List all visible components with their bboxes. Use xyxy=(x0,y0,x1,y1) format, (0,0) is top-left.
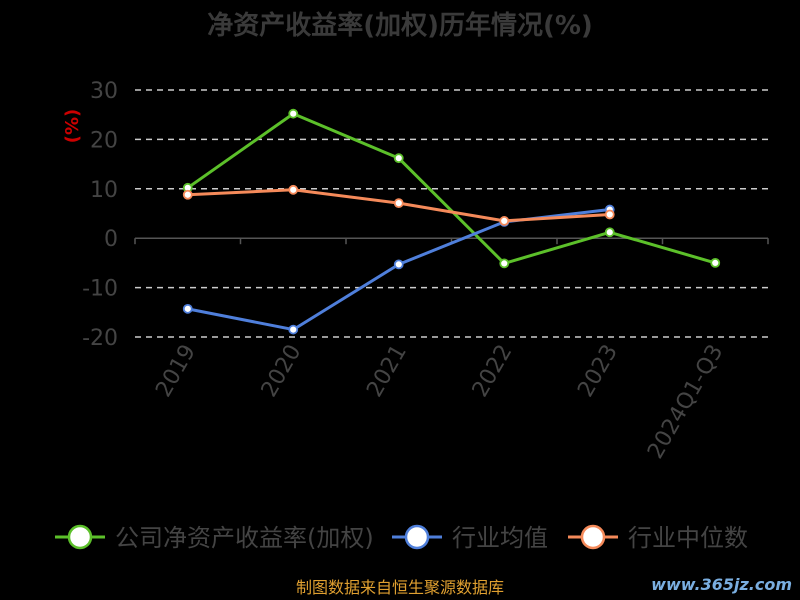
y-tick-label: 0 xyxy=(104,227,118,252)
watermark: www.365jz.com xyxy=(651,575,792,594)
y-tick-label: -20 xyxy=(82,326,118,351)
data-point xyxy=(288,184,299,195)
x-tick-label: 2019 xyxy=(151,341,201,402)
legend-label: 行业中位数 xyxy=(628,524,748,552)
series-3 xyxy=(182,184,615,226)
x-axis xyxy=(134,237,769,245)
legend-item: 行业中位数 xyxy=(568,524,748,552)
legend-item: 公司净资产收益率(加权) xyxy=(55,524,374,552)
series-lines xyxy=(182,108,721,335)
legend-label: 公司净资产收益率(加权) xyxy=(115,524,374,552)
data-point xyxy=(182,189,193,200)
data-point xyxy=(393,153,404,164)
chart-title: 净资产收益率(加权)历年情况(%) xyxy=(207,10,593,41)
data-point xyxy=(182,303,193,314)
data-point xyxy=(288,324,299,335)
data-point xyxy=(604,209,615,220)
series-line xyxy=(187,208,610,332)
legend: 公司净资产收益率(加权) 行业均值 行业中位数 xyxy=(55,524,748,552)
x-tick-label: 2022 xyxy=(468,341,518,402)
data-point xyxy=(499,258,510,269)
x-tick-labels: 2019 2020 2021 2022 2023 2024Q1-Q3 xyxy=(151,341,728,464)
x-tick-label: 2023 xyxy=(573,341,623,402)
series-2 xyxy=(182,204,615,335)
y-tick-label: 30 xyxy=(90,79,118,104)
data-point xyxy=(499,216,510,226)
x-tick-label: 2024Q1-Q3 xyxy=(643,341,728,464)
y-tick-label: -10 xyxy=(82,277,118,302)
y-tick-label: 10 xyxy=(90,178,118,203)
x-tick-label: 2021 xyxy=(362,341,412,402)
data-point xyxy=(393,198,404,209)
data-point xyxy=(288,108,299,119)
y-tick-labels: 30 20 10 0 -10 -20 xyxy=(82,79,118,351)
legend-item: 行业均值 xyxy=(392,524,548,552)
y-axis-label: (%) xyxy=(62,109,83,144)
legend-marker xyxy=(580,524,606,550)
legend-label: 行业均值 xyxy=(452,524,548,552)
data-point xyxy=(604,227,615,238)
legend-marker xyxy=(404,524,430,550)
data-point xyxy=(393,259,404,270)
x-tick-label: 2020 xyxy=(257,341,307,402)
source-note: 制图数据来自恒生聚源数据库 xyxy=(296,578,504,597)
y-tick-label: 20 xyxy=(90,128,118,153)
legend-marker xyxy=(67,524,93,550)
data-point xyxy=(710,257,721,268)
